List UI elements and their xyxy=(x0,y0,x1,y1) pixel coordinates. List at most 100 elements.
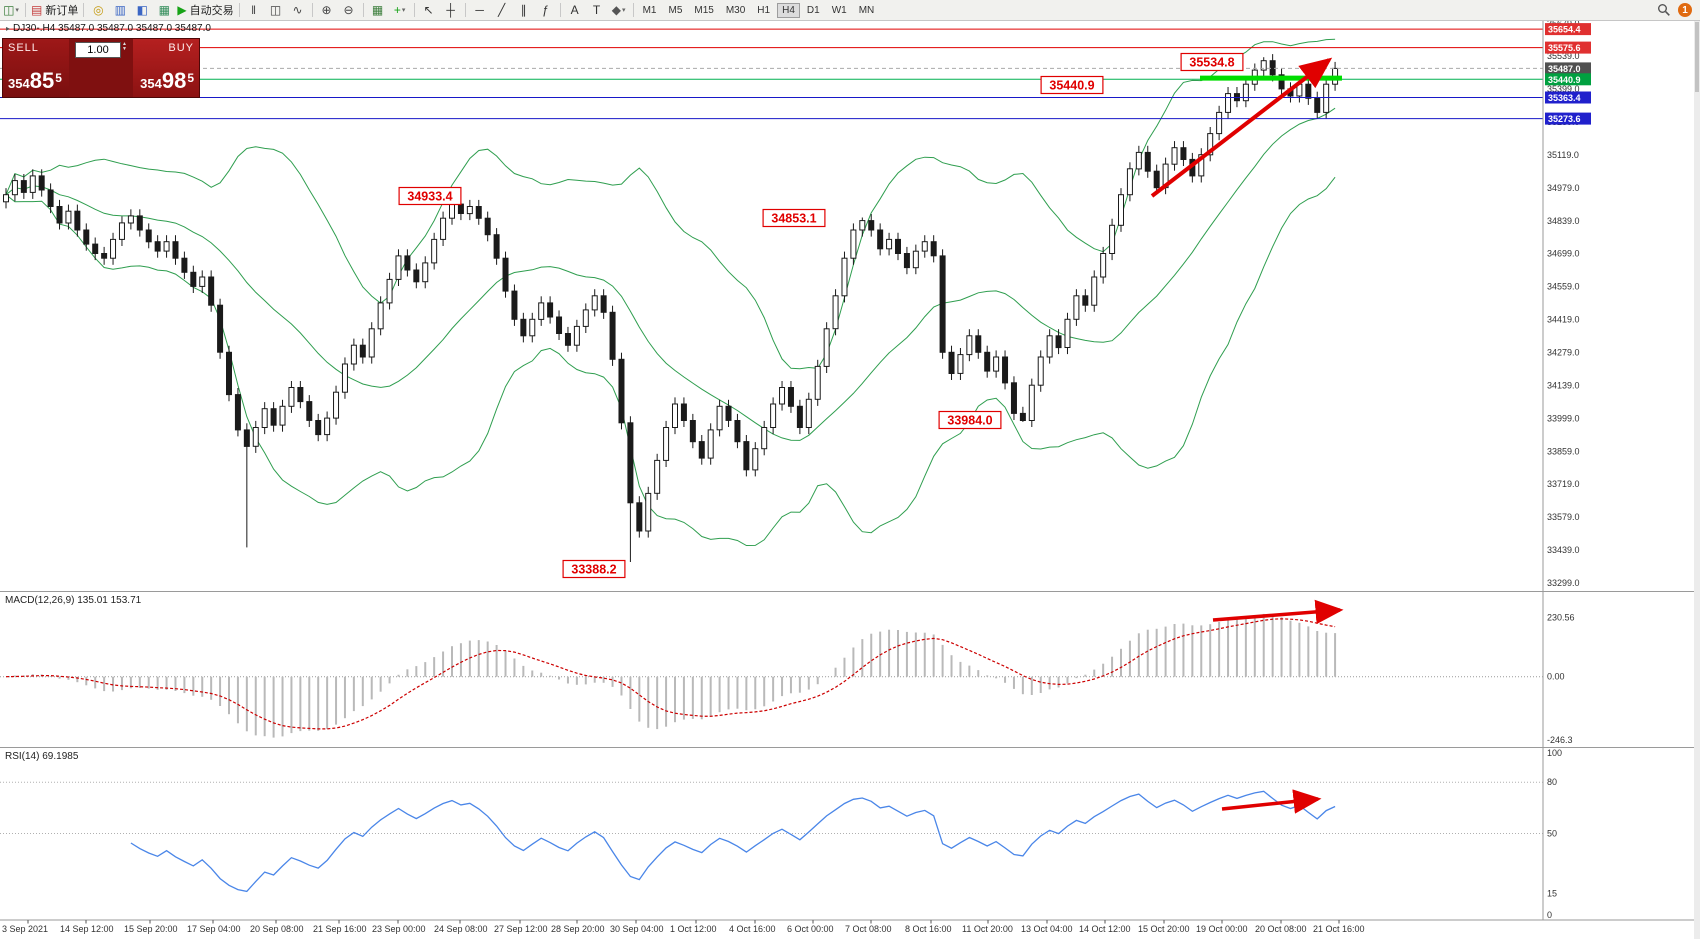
navigator-button[interactable]: ◧ xyxy=(131,1,153,19)
trendline-button[interactable]: ╱ xyxy=(491,1,513,19)
price-axis-label: 35539.0 xyxy=(1547,51,1580,61)
price-axis-label: 33439.0 xyxy=(1547,545,1580,555)
new-order-button[interactable]: ▤ 新订单 xyxy=(29,1,80,19)
price-axis-badge-35273.6: 35273.6 xyxy=(1545,112,1591,125)
scrollbar-thumb[interactable] xyxy=(1695,22,1699,92)
price-annotation-33388.2[interactable]: 33388.2 xyxy=(562,559,626,579)
arrows-button[interactable]: ◆ ▾ xyxy=(608,1,630,19)
zoom-out-button[interactable]: ⊖ xyxy=(338,1,360,19)
timeframe-W1[interactable]: W1 xyxy=(831,4,847,16)
time-axis-label[interactable]: 15 Oct 20:00 xyxy=(1138,924,1190,934)
time-axis-label[interactable]: 30 Sep 04:00 xyxy=(610,924,664,934)
time-axis-label[interactable]: 4 Oct 16:00 xyxy=(729,924,776,934)
price-annotation-35440.9[interactable]: 35440.9 xyxy=(1040,75,1104,95)
market-watch-button[interactable]: ▥ xyxy=(109,1,131,19)
toolbar-right: 1 xyxy=(1657,3,1700,17)
tile-windows-button[interactable]: ▦ xyxy=(367,1,389,19)
toolbar-separator xyxy=(311,3,313,17)
bar-chart-button[interactable]: ‖ xyxy=(243,1,265,19)
timeframe-M1[interactable]: M1 xyxy=(642,4,657,16)
macd-axis-label: -246.3 xyxy=(1547,735,1573,745)
price-axis-badge-35440.9: 35440.9 xyxy=(1545,73,1591,86)
one-click-panel-toggle-icon[interactable]: ▸ xyxy=(6,24,11,33)
volume-spinner[interactable]: ▲ ▼ xyxy=(122,42,127,52)
notification-badge[interactable]: 1 xyxy=(1678,3,1692,17)
svg-text:34853.1: 34853.1 xyxy=(771,212,816,226)
symbol-title: ▸ DJ30-.H4 35487.0 35487.0 35487.0 35487… xyxy=(6,23,211,34)
time-axis-label[interactable]: 21 Sep 16:00 xyxy=(313,924,367,934)
text-label-button[interactable]: T xyxy=(586,1,608,19)
timeframe-M5[interactable]: M5 xyxy=(668,4,683,16)
terminal-button[interactable]: ▦ xyxy=(153,1,175,19)
search-icon[interactable] xyxy=(1657,3,1671,17)
autotrade-button-label: 自动交易 xyxy=(189,5,234,17)
time-axis-label[interactable]: 6 Oct 00:00 xyxy=(787,924,834,934)
chart-scrollbar[interactable] xyxy=(1694,20,1700,939)
time-axis-label[interactable]: 27 Sep 12:00 xyxy=(494,924,548,934)
price-axis-label: 33719.0 xyxy=(1547,479,1580,489)
autotrade-button: ▶ xyxy=(177,3,187,17)
time-axis-label[interactable]: 14 Oct 12:00 xyxy=(1079,924,1131,934)
symbol-ohlc-text: DJ30-.H4 35487.0 35487.0 35487.0 35487.0 xyxy=(13,23,211,34)
time-axis-label[interactable]: 3 Sep 2021 xyxy=(2,924,48,934)
line-chart-icon: ∿ xyxy=(292,3,303,17)
price-axis-label: 34279.0 xyxy=(1547,348,1580,358)
time-axis-label[interactable]: 15 Sep 20:00 xyxy=(124,924,178,934)
arrows-icon: ◆ xyxy=(611,3,621,17)
timeframe-H4[interactable]: H4 xyxy=(777,2,800,18)
time-axis-label[interactable]: 17 Sep 04:00 xyxy=(187,924,241,934)
svg-text:35534.8: 35534.8 xyxy=(1189,56,1234,70)
rsi-axis-label: 80 xyxy=(1547,777,1557,787)
time-axis-label[interactable]: 7 Oct 08:00 xyxy=(845,924,892,934)
volume-input[interactable] xyxy=(75,42,122,58)
zoom-in-button[interactable]: ⊕ xyxy=(316,1,338,19)
price-axis-label: 34699.0 xyxy=(1547,249,1580,259)
time-axis-label[interactable]: 19 Oct 00:00 xyxy=(1196,924,1248,934)
timeframe-M30[interactable]: M30 xyxy=(725,4,746,16)
time-axis-label[interactable]: 21 Oct 16:00 xyxy=(1313,924,1365,934)
buy-button[interactable]: BUY 354985 xyxy=(133,39,199,97)
timeframe-MN[interactable]: MN xyxy=(858,4,875,16)
trend-arrow-macd[interactable] xyxy=(1212,599,1344,625)
sell-button[interactable]: SELL 354855 xyxy=(3,39,69,97)
time-axis-label[interactable]: 14 Sep 12:00 xyxy=(60,924,114,934)
cursor-button[interactable]: ↖ xyxy=(418,1,440,19)
time-axis-label[interactable]: 1 Oct 12:00 xyxy=(670,924,717,934)
trend-arrow-main[interactable] xyxy=(1150,57,1333,198)
text-button[interactable]: A xyxy=(564,1,586,19)
time-axis-label[interactable]: 8 Oct 16:00 xyxy=(905,924,952,934)
price-annotation-33984.0[interactable]: 33984.0 xyxy=(938,410,1002,430)
new-chart-button[interactable]: ◫ ▾ xyxy=(0,1,22,19)
price-axis-label: 34419.0 xyxy=(1547,315,1580,325)
svg-text:33984.0: 33984.0 xyxy=(947,414,992,428)
spinner-up-icon[interactable]: ▲ xyxy=(122,41,127,47)
price-axis-label: 33299.0 xyxy=(1547,578,1580,588)
crosshair-button[interactable]: ┼ xyxy=(440,1,462,19)
candlestick-chart-button[interactable]: ◫ xyxy=(265,1,287,19)
chart-canvas[interactable]: 35534.8 35440.9 34933.4 34853.1 33984.0 33388… xyxy=(0,20,1700,939)
timeframe-M15[interactable]: M15 xyxy=(694,4,714,16)
autotrade-button[interactable]: ▶ 自动交易 xyxy=(175,1,235,19)
time-axis-label[interactable]: 24 Sep 08:00 xyxy=(434,924,488,934)
trend-arrow-rsi[interactable] xyxy=(1221,789,1322,814)
price-annotation-35534.8[interactable]: 35534.8 xyxy=(1180,52,1244,72)
line-chart-button[interactable]: ∿ xyxy=(287,1,309,19)
sell-price: 354855 xyxy=(8,68,62,93)
horizontal-line-button[interactable]: ─ xyxy=(469,1,491,19)
equidistant-channel-button[interactable]: ∥ xyxy=(513,1,535,19)
time-axis-label[interactable]: 28 Sep 20:00 xyxy=(551,924,605,934)
time-axis-label[interactable]: 11 Oct 20:00 xyxy=(962,924,1013,934)
timeframe-D1[interactable]: D1 xyxy=(806,4,820,16)
compass-button[interactable]: ◎ xyxy=(87,1,109,19)
timeframe-H1[interactable]: H1 xyxy=(757,4,771,16)
price-annotation-34933.4[interactable]: 34933.4 xyxy=(398,186,462,206)
spinner-down-icon[interactable]: ▼ xyxy=(122,46,127,52)
fibonacci-button[interactable]: ƒ xyxy=(535,1,557,19)
time-axis-label[interactable]: 20 Oct 08:00 xyxy=(1255,924,1307,934)
one-click-trading-panel: SELL 354855 ▲ ▼ BUY 354985 xyxy=(2,38,200,98)
time-axis-label[interactable]: 20 Sep 08:00 xyxy=(250,924,304,934)
price-annotation-34853.1[interactable]: 34853.1 xyxy=(762,208,826,228)
time-axis-label[interactable]: 13 Oct 04:00 xyxy=(1021,924,1073,934)
indicators-button[interactable]: + ▾ xyxy=(389,1,411,19)
time-axis-label[interactable]: 23 Sep 00:00 xyxy=(372,924,426,934)
